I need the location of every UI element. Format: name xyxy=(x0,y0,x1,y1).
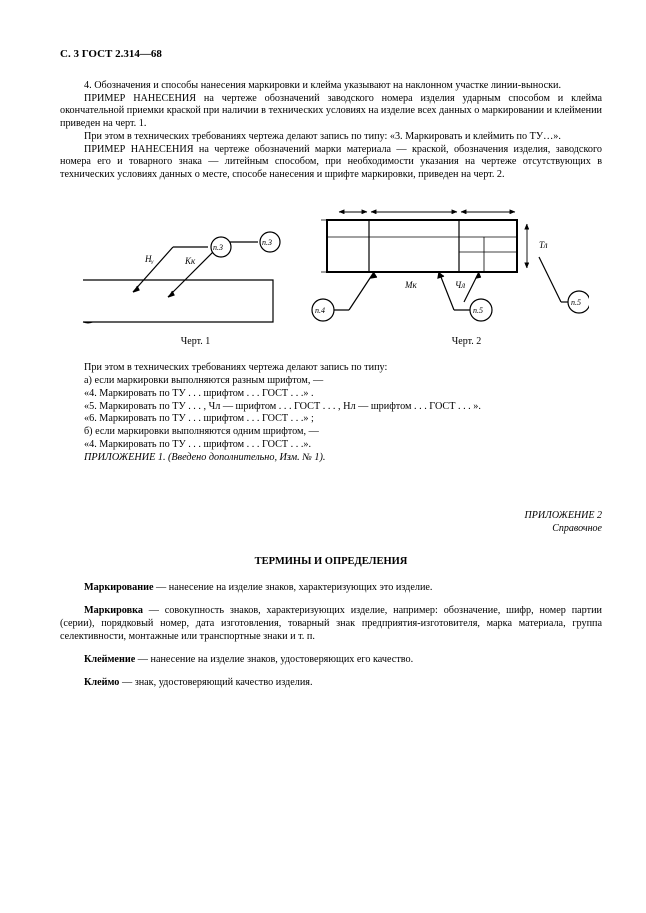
caption-fig2: Черт. 2 xyxy=(367,336,567,349)
variant-b-ex1: «4. Маркировать по ТУ . . . шрифтом . . … xyxy=(60,439,602,452)
figure-1: Нᵧ Кк п.3 п.3 xyxy=(73,202,283,332)
tech-note-1: При этом в технических требованиях черте… xyxy=(60,131,602,144)
term-kleimo: Клеймо — знак, удостоверяющий качество и… xyxy=(60,677,602,690)
appendix-2-sub: Справочное xyxy=(60,523,602,536)
term-4-rest: — знак, удостоверяющий качество изделия. xyxy=(119,677,312,688)
variant-b: б) если маркировки выполняются одним шри… xyxy=(60,426,602,439)
appendix-2-block: ПРИЛОЖЕНИЕ 2 Справочное xyxy=(60,510,602,535)
term-kleimenie: Клеймение — нанесение на изделие знаков,… xyxy=(60,654,602,667)
label-nu: Нᵧ xyxy=(144,254,154,264)
term-markirovanie: Маркирование — нанесение на изделие знак… xyxy=(60,582,602,595)
term-1-rest: — нанесение на изделие знаков, характери… xyxy=(153,582,432,593)
label-p4: п.4 xyxy=(315,306,325,315)
variant-a-ex1: «4. Маркировать по ТУ . . . шрифтом . . … xyxy=(60,388,602,401)
label-mk: Мк xyxy=(404,280,417,290)
label-p5a: п.5 xyxy=(473,306,483,315)
terms-title: ТЕРМИНЫ И ОПРЕДЕЛЕНИЯ xyxy=(60,555,602,568)
label-p3b: п.3 xyxy=(262,238,272,247)
variant-a-ex2: «5. Маркировать по ТУ . . . , Чл — шрифт… xyxy=(60,401,602,414)
figure-captions: Черт. 1 Черт. 2 xyxy=(60,336,602,349)
figures-row: Нᵧ Кк п.3 п.3 xyxy=(60,192,602,332)
caption-fig1: Черт. 1 xyxy=(96,336,296,349)
term-3-rest: — нанесение на изделие знаков, удостовер… xyxy=(135,654,413,665)
label-p5b: п.5 xyxy=(571,298,581,307)
paragraph-4: 4. Обозначения и способы нанесения марки… xyxy=(60,80,602,93)
page-header: С. 3 ГОСТ 2.314—68 xyxy=(60,48,602,62)
term-markirovka: Маркировка — совокупность знаков, характ… xyxy=(60,605,602,643)
label-p3a: п.3 xyxy=(213,243,223,252)
appendix-2-title: ПРИЛОЖЕНИЕ 2 xyxy=(60,510,602,523)
variant-a: а) если маркировки выполняются разным шр… xyxy=(60,375,602,388)
appendix-1-text: ПРИЛОЖЕНИЕ 1. (Введено дополнительно, Из… xyxy=(84,452,325,463)
label-tl: Тл xyxy=(539,240,548,250)
variant-a-ex3: «6. Маркировать по ТУ . . . шрифтом . . … xyxy=(60,413,602,426)
appendix-1-note: ПРИЛОЖЕНИЕ 1. (Введено дополнительно, Из… xyxy=(60,452,602,465)
label-chl: Чл xyxy=(455,280,465,290)
page: С. 3 ГОСТ 2.314—68 4. Обозначения и спос… xyxy=(0,0,646,913)
example-2: ПРИМЕР НАНЕСЕНИЯ на чертеже обозначений … xyxy=(60,144,602,182)
label-kk: Кк xyxy=(184,256,196,266)
after-fig-intro: При этом в технических требованиях черте… xyxy=(60,362,602,375)
figure-2: Мк Чл Тл п.4 п.5 п.5 xyxy=(309,192,589,332)
example-1: ПРИМЕР НАНЕСЕНИЯ на чертеже обозначений … xyxy=(60,93,602,131)
